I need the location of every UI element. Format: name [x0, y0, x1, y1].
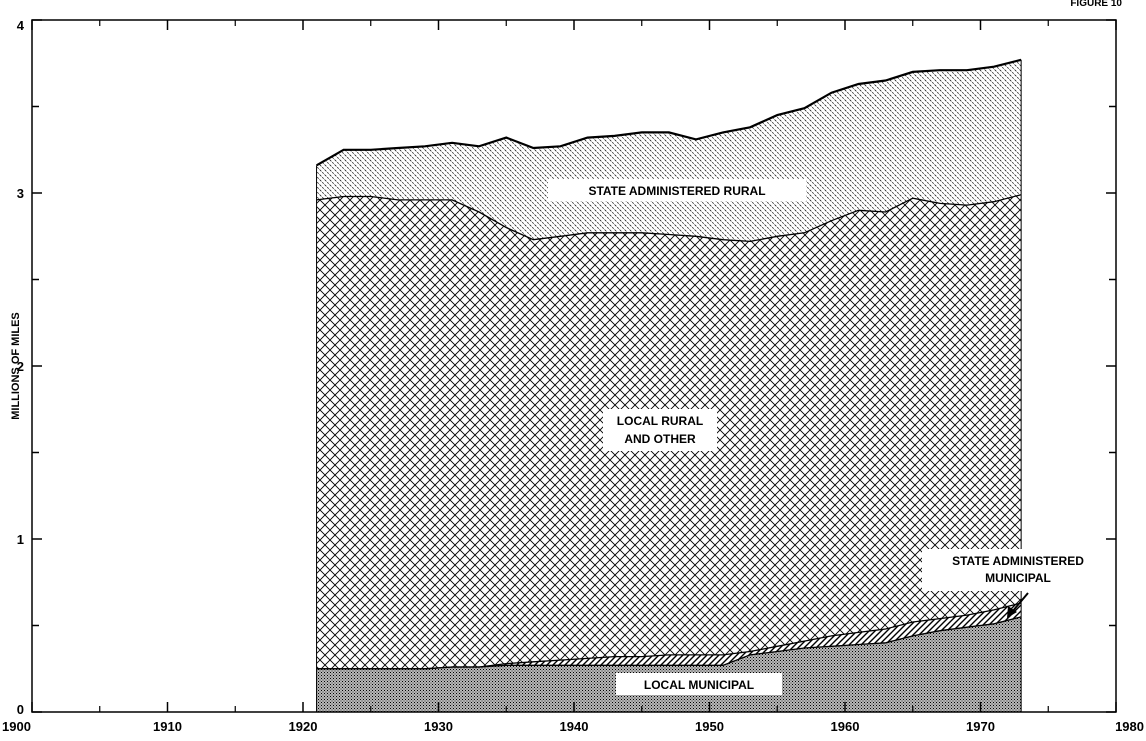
x-tick-label-1920: 1920: [289, 719, 318, 734]
y-tick-label-4: 4: [17, 18, 25, 33]
x-tick-label-1900: 1900: [2, 719, 31, 734]
state-municipal-arrowhead: [1007, 606, 1017, 618]
label-local-rural-line1: LOCAL RURAL: [617, 414, 703, 428]
label-local-municipal: LOCAL MUNICIPAL: [616, 673, 782, 695]
x-tick-label-1950: 1950: [695, 719, 724, 734]
y-tick-label-3: 3: [17, 186, 24, 201]
label-state-administered-municipal: STATE ADMINISTERED MUNICIPAL: [922, 549, 1114, 618]
y-tick-labels: 0 1 2 3 4: [17, 18, 25, 717]
area-state-administered-rural: [316, 59, 1022, 242]
label-state-administered-rural-text: STATE ADMINISTERED RURAL: [588, 184, 765, 198]
boundary-lines-layer: [316, 58, 1022, 712]
x-tick-label-1930: 1930: [424, 719, 453, 734]
label-local-municipal-text: LOCAL MUNICIPAL: [644, 678, 754, 692]
area-local-municipal: [316, 616, 1022, 712]
y-tick-label-2: 2: [17, 359, 24, 374]
line-state-administered-rural: [316, 58, 1022, 167]
label-state-municipal-line1: STATE ADMINISTERED: [952, 554, 1084, 568]
label-state-municipal-line2: MUNICIPAL: [985, 571, 1051, 585]
label-local-rural-line2: AND OTHER: [624, 432, 696, 446]
x-tick-label-1910: 1910: [153, 719, 182, 734]
label-local-rural-and-other: LOCAL RURAL AND OTHER: [603, 409, 717, 451]
areas-layer: [316, 59, 1022, 712]
figure-label: FIGURE 10: [1070, 0, 1122, 9]
ticks-layer: [31, 19, 1117, 713]
state-municipal-arrow: [1011, 592, 1029, 613]
line-local-rural-and-other: [316, 194, 1022, 243]
area-state-administered-municipal: [316, 603, 1022, 669]
x-tick-label-1960: 1960: [831, 719, 860, 734]
x-tick-label-1970: 1970: [966, 719, 995, 734]
y-tick-label-0: 0: [17, 702, 24, 717]
x-tick-label-1940: 1940: [560, 719, 589, 734]
y-axis-label: MILLIONS OF MILES: [10, 312, 22, 420]
y-tick-label-1: 1: [17, 532, 24, 547]
x-tick-label-1980: 1980: [1115, 719, 1144, 734]
line-state-administered-municipal: [316, 602, 1022, 670]
x-tick-labels: 1900 1910 1920 1930 1940 1950 1960 1970 1980: [2, 719, 1144, 734]
label-state-administered-rural: STATE ADMINISTERED RURAL: [548, 179, 806, 201]
